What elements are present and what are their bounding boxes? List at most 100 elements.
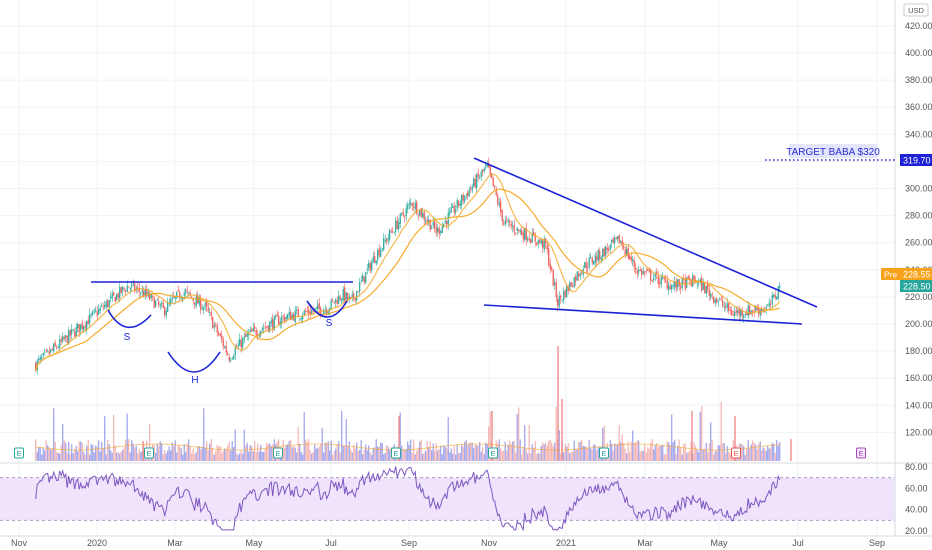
candle-body [476,174,478,189]
volume-bar [663,454,665,461]
candle-body [761,309,763,312]
candle-body [335,298,337,303]
volume-bar [489,411,491,461]
candle-body [35,362,37,371]
candle-body [749,305,751,315]
candle-body [360,280,362,282]
candle-body [107,300,109,307]
candle-body [467,192,469,197]
candle-body [387,237,389,241]
candle-body [213,324,215,328]
candle-body [495,189,497,196]
volume-bar [744,454,746,461]
candle-body [300,318,302,320]
volume-bar [311,453,313,461]
volume-bar [449,452,451,461]
volume-bar [285,444,287,461]
candle-body [446,220,448,225]
candle-body [242,338,244,348]
volume-bar [74,449,76,461]
volume-bar [417,447,419,461]
candle-body [306,310,308,312]
candle-body [273,316,275,331]
candle-body [203,307,205,310]
candle-body [39,356,41,361]
candle-body [71,329,73,335]
y-tick-label: 300.00 [905,184,932,194]
volume-bar [624,448,626,461]
volume-bar [426,440,428,461]
candle-body [120,287,122,293]
volume-bar [434,450,436,461]
candle-body [404,217,406,218]
earnings-marker: E [14,447,24,459]
candle-body [195,296,197,307]
target-price-badge-text: 319.70 [903,156,931,166]
volume-bar [80,441,82,461]
candle-body [654,273,656,278]
candle-body [134,283,136,292]
candle-body [515,232,517,234]
candle-body [722,300,724,306]
candle-body [51,348,53,350]
volume-bar [96,446,98,461]
candle-body [743,315,745,318]
candle-body [131,284,133,288]
volume-bar [36,451,38,461]
candle-body [618,235,620,244]
candle-body [527,239,529,241]
volume-bar [300,452,302,461]
earnings-marker-box [599,447,609,459]
candle-body [263,328,265,329]
candle-body [318,303,320,309]
candle-body [86,321,88,330]
candle-body [407,205,409,210]
volume-bar [98,440,100,461]
target-label: TARGET BABA $320 [786,147,880,158]
candle-body [458,200,460,206]
candle-body [240,339,242,348]
volume-bar [78,441,80,461]
candle-body [158,301,160,305]
candle-body [372,256,374,263]
candle-body [65,335,67,338]
volume-bar [659,445,661,461]
candle-body [704,283,706,294]
volume-bar [218,446,220,461]
volume-bar [383,454,385,461]
volume-bar [143,443,145,461]
candle-body [272,319,274,329]
candle-body [560,295,562,299]
candle-body [449,211,451,215]
volume-bar [443,445,445,461]
candle-body [138,287,140,293]
volume-bar [567,443,569,461]
candle-body [260,330,262,336]
volume-bar [585,446,587,461]
candle-body [423,211,425,220]
volume-bar [83,451,85,461]
volume-bar [194,454,196,461]
candle-body [125,290,127,292]
volume-bar [674,439,676,461]
candle-body [644,271,646,273]
candle-body [41,357,43,359]
volume-bar [119,453,121,461]
candle-body [686,277,688,288]
candle-body [227,353,229,355]
rsi-pane [0,462,932,537]
candle-body [575,276,577,282]
candle-body [614,237,616,244]
candle-body [309,311,311,315]
volume-bar [507,444,509,461]
candle-body [453,205,455,213]
candle-body [365,271,367,284]
candle-body [636,270,638,275]
candle-body [395,220,397,232]
volume-bar [216,444,218,461]
volume-bar [641,451,643,461]
volume-bar [720,401,722,461]
candle-body [519,230,521,233]
candle-body [512,226,514,228]
